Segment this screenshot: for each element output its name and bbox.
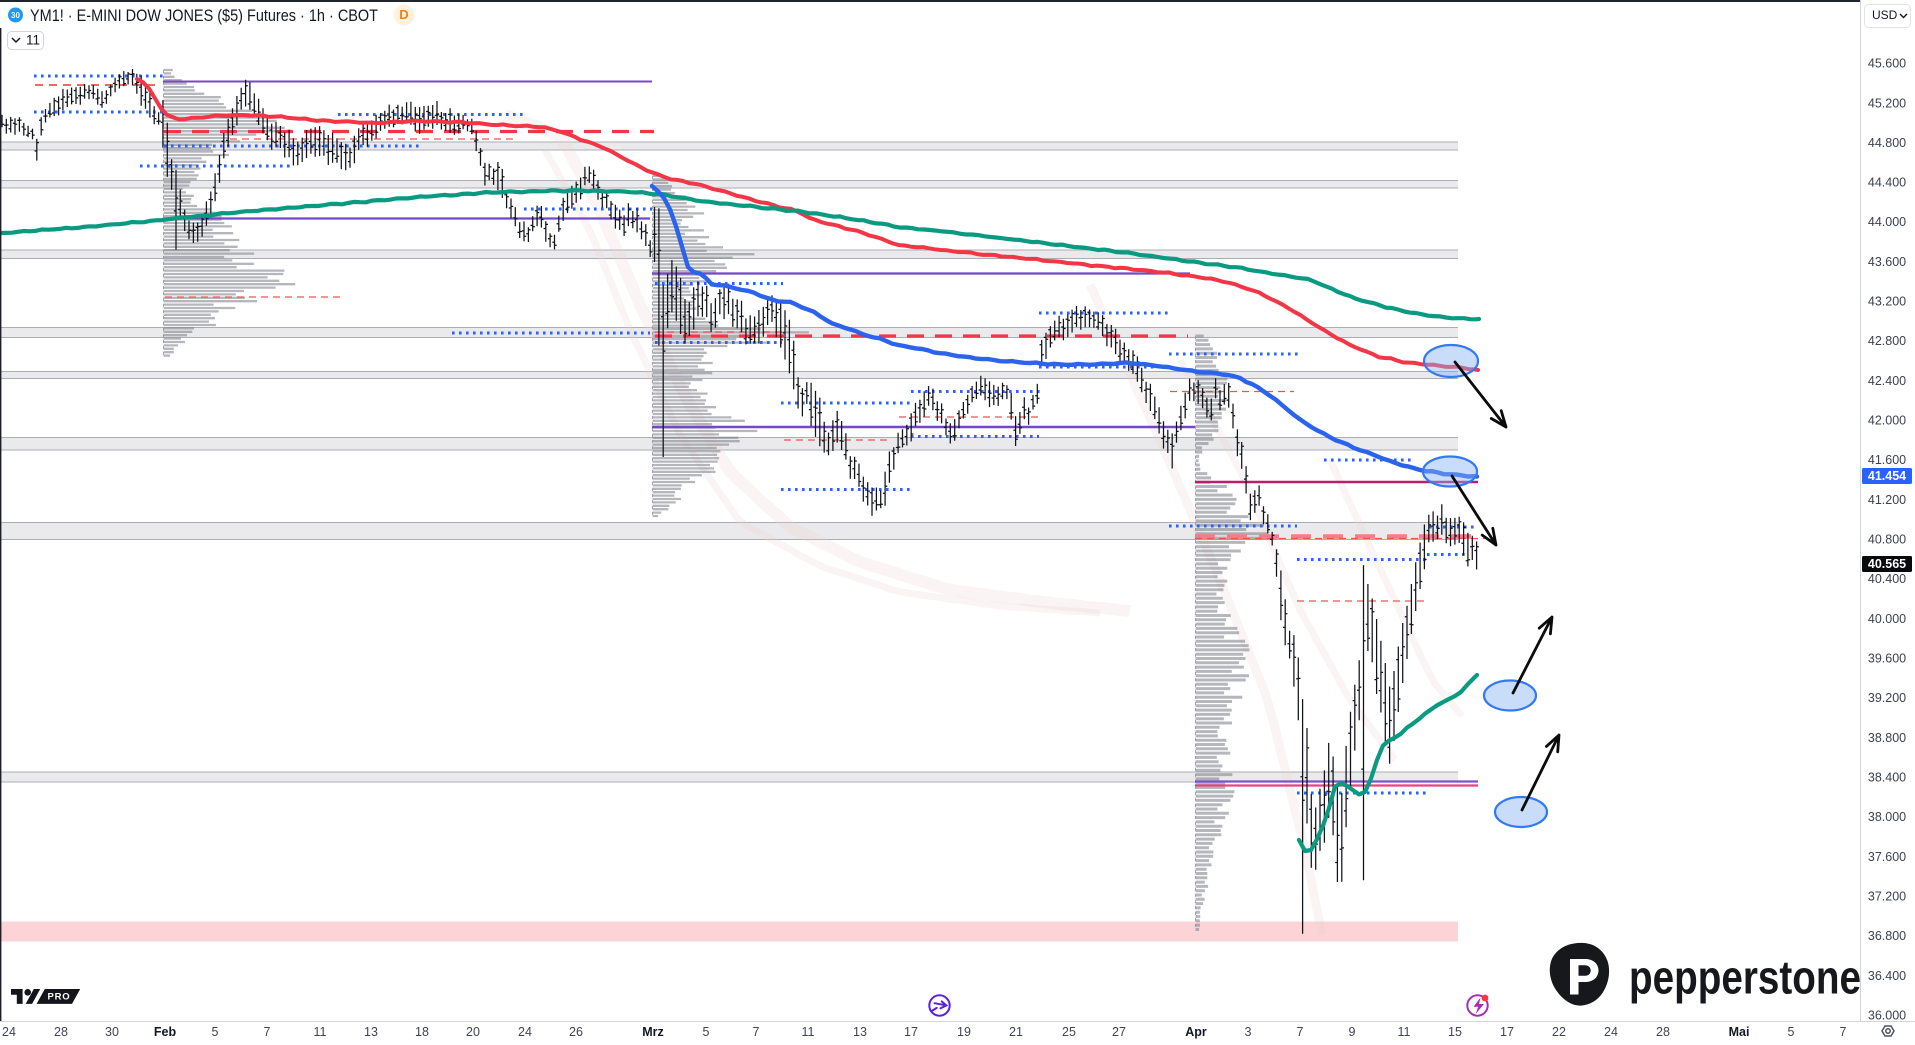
svg-text:44.000: 44.000 — [1868, 215, 1906, 229]
svg-text:40.000: 40.000 — [1868, 612, 1906, 626]
svg-text:20: 20 — [466, 1025, 480, 1039]
svg-text:Mai: Mai — [1729, 1025, 1750, 1039]
svg-text:36.400: 36.400 — [1868, 969, 1906, 983]
svg-text:5: 5 — [212, 1025, 219, 1039]
svg-text:42.800: 42.800 — [1868, 334, 1906, 348]
svg-text:13: 13 — [364, 1025, 378, 1039]
svg-text:44.800: 44.800 — [1868, 136, 1906, 150]
svg-text:5: 5 — [703, 1025, 710, 1039]
svg-text:7: 7 — [753, 1025, 760, 1039]
svg-text:3: 3 — [1245, 1025, 1252, 1039]
svg-text:38.800: 38.800 — [1868, 731, 1906, 745]
svg-text:37.600: 37.600 — [1868, 850, 1906, 864]
svg-text:11: 11 — [26, 33, 40, 48]
svg-text:5: 5 — [1788, 1025, 1795, 1039]
svg-text:11: 11 — [1398, 1025, 1411, 1039]
svg-text:42.000: 42.000 — [1868, 413, 1906, 427]
svg-text:38.000: 38.000 — [1868, 810, 1906, 824]
svg-text:9: 9 — [1349, 1025, 1356, 1039]
svg-text:19: 19 — [957, 1025, 971, 1039]
svg-text:41.454: 41.454 — [1868, 469, 1906, 483]
svg-text:21: 21 — [1009, 1025, 1023, 1039]
svg-text:40.565: 40.565 — [1868, 557, 1906, 571]
svg-text:YM1! · E-MINI DOW JONES ($5) F: YM1! · E-MINI DOW JONES ($5) Futures · 1… — [30, 6, 378, 25]
svg-text:24: 24 — [518, 1025, 532, 1039]
svg-text:43.200: 43.200 — [1868, 295, 1906, 309]
svg-text:13: 13 — [853, 1025, 867, 1039]
svg-text:PRO: PRO — [48, 992, 71, 1003]
svg-text:24: 24 — [1604, 1025, 1618, 1039]
svg-text:28: 28 — [54, 1025, 68, 1039]
svg-text:26: 26 — [569, 1025, 583, 1039]
svg-text:17: 17 — [904, 1025, 918, 1039]
svg-text:22: 22 — [1552, 1025, 1566, 1039]
svg-text:D: D — [399, 7, 408, 22]
svg-text:11: 11 — [802, 1025, 815, 1039]
svg-text:7: 7 — [264, 1025, 271, 1039]
svg-text:36.800: 36.800 — [1868, 929, 1906, 943]
svg-text:28: 28 — [1656, 1025, 1670, 1039]
svg-text:Apr: Apr — [1185, 1025, 1207, 1039]
svg-text:27: 27 — [1112, 1025, 1126, 1039]
svg-text:17: 17 — [1500, 1025, 1514, 1039]
svg-text:40.800: 40.800 — [1868, 532, 1906, 546]
svg-text:Feb: Feb — [154, 1025, 177, 1039]
svg-text:30: 30 — [11, 11, 20, 20]
svg-text:36.000: 36.000 — [1868, 1008, 1906, 1022]
svg-text:7: 7 — [1840, 1025, 1847, 1039]
svg-text:7: 7 — [1297, 1025, 1304, 1039]
svg-text:41.600: 41.600 — [1868, 453, 1906, 467]
svg-text:pepperstone: pepperstone — [1629, 950, 1861, 1003]
svg-text:37.200: 37.200 — [1868, 889, 1906, 903]
svg-text:38.400: 38.400 — [1868, 770, 1906, 784]
svg-text:39.600: 39.600 — [1868, 651, 1906, 665]
svg-text:18: 18 — [415, 1025, 429, 1039]
svg-text:24: 24 — [2, 1025, 16, 1039]
svg-text:25: 25 — [1062, 1025, 1076, 1039]
svg-text:USD: USD — [1872, 8, 1898, 22]
svg-text:45.600: 45.600 — [1868, 57, 1906, 71]
svg-text:30: 30 — [105, 1025, 119, 1039]
svg-text:44.400: 44.400 — [1868, 176, 1906, 190]
svg-text:42.400: 42.400 — [1868, 374, 1906, 388]
svg-text:43.600: 43.600 — [1868, 255, 1906, 269]
svg-text:39.200: 39.200 — [1868, 691, 1906, 705]
svg-text:Mrz: Mrz — [642, 1025, 664, 1039]
svg-text:41.200: 41.200 — [1868, 493, 1906, 507]
svg-text:40.400: 40.400 — [1868, 572, 1906, 586]
svg-text:15: 15 — [1448, 1025, 1462, 1039]
svg-text:45.200: 45.200 — [1868, 96, 1906, 110]
svg-text:11: 11 — [314, 1025, 327, 1039]
